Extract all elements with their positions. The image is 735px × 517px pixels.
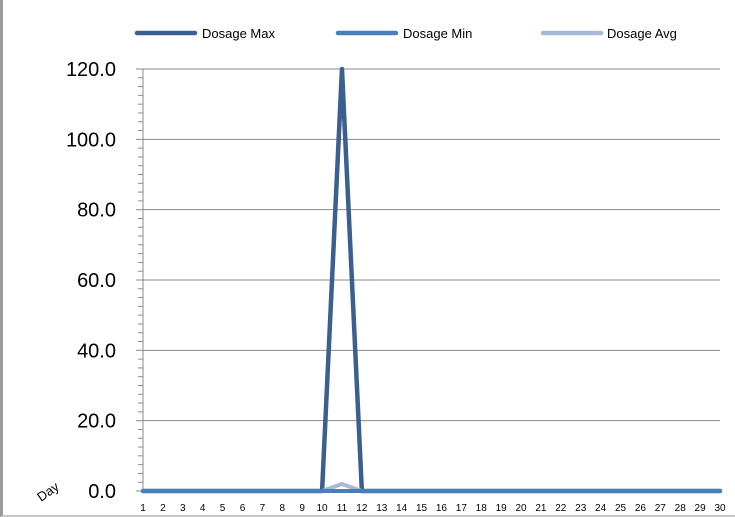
x-tick-label: 3	[180, 503, 186, 514]
x-tick-label: 7	[260, 503, 266, 514]
axis-labels: Day	[34, 479, 62, 505]
legend: Dosage Max Dosage Min Dosage Avg	[134, 26, 677, 41]
x-tick-label: 25	[615, 503, 627, 514]
x-tick-label: 29	[695, 503, 707, 514]
x-tick-label: 20	[515, 503, 527, 514]
x-tick-label: 5	[220, 503, 226, 514]
x-tick-label: 10	[317, 503, 329, 514]
y-tick-label: 20.0	[77, 411, 116, 433]
x-tick-label: 12	[356, 503, 368, 514]
x-tick-label: 30	[714, 503, 726, 514]
y-tick-label: 120.0	[66, 59, 116, 81]
y-tick-label: 0.0	[88, 481, 116, 503]
x-tick-label: 22	[555, 503, 567, 514]
legend-label: Dosage Min	[403, 26, 472, 41]
y-tick-label: 80.0	[77, 200, 116, 222]
x-tick-label: 11	[337, 503, 348, 514]
legend-label: Dosage Avg	[607, 26, 677, 41]
x-tick-label: 15	[416, 503, 428, 514]
x-tick-label: 27	[655, 503, 667, 514]
x-tick-label: 9	[299, 503, 305, 514]
y-tick-label: 100.0	[66, 129, 116, 151]
x-tick-label: 6	[240, 503, 246, 514]
y-tick-label: 60.0	[77, 270, 116, 292]
x-tick-label: 24	[595, 503, 607, 514]
x-tick-label: 13	[376, 503, 388, 514]
x-tick-label: 16	[436, 503, 448, 514]
x-tick-label: 28	[675, 503, 687, 514]
x-tick-label: 19	[496, 503, 508, 514]
series-lines	[140, 66, 723, 494]
gridlines	[143, 68, 720, 422]
x-tick-label: 2	[160, 503, 166, 514]
x-axis-title: Day	[34, 479, 62, 505]
x-tick-label: 17	[456, 503, 468, 514]
x-tick-label: 8	[279, 503, 285, 514]
x-tick-label: 14	[396, 503, 408, 514]
x-tick-label: 23	[575, 503, 587, 514]
legend-label: Dosage Max	[202, 26, 275, 41]
x-tick-label: 18	[476, 503, 488, 514]
y-tick-label: 40.0	[77, 340, 116, 362]
x-tick-label: 26	[635, 503, 647, 514]
x-tick-label: 4	[200, 503, 206, 514]
x-tick-label: 21	[535, 503, 547, 514]
x-tick-label: 1	[140, 503, 146, 514]
